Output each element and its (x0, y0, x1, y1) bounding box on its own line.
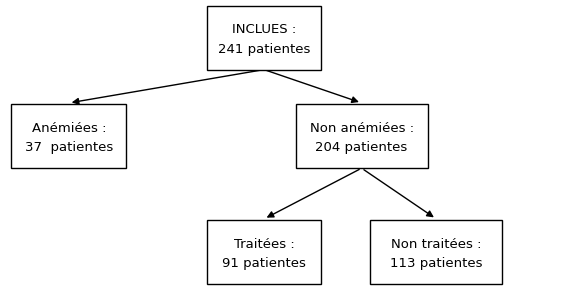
Text: INCLUES :: INCLUES : (232, 23, 296, 36)
Text: 91 patientes: 91 patientes (222, 257, 306, 270)
Bar (207, 220, 321, 284)
Text: 37  patientes: 37 patientes (25, 141, 113, 154)
Bar (11, 104, 126, 168)
Text: Anémiées :: Anémiées : (32, 122, 106, 135)
Text: Non anémiées :: Non anémiées : (309, 122, 414, 135)
Text: Non traitées :: Non traitées : (391, 238, 482, 251)
Bar (296, 104, 428, 168)
Text: 241 patientes: 241 patientes (218, 43, 310, 56)
Bar (370, 220, 502, 284)
Text: 204 patientes: 204 patientes (316, 141, 408, 154)
Bar (207, 6, 321, 70)
Text: 113 patientes: 113 patientes (390, 257, 483, 270)
Text: Traitées :: Traitées : (234, 238, 294, 251)
